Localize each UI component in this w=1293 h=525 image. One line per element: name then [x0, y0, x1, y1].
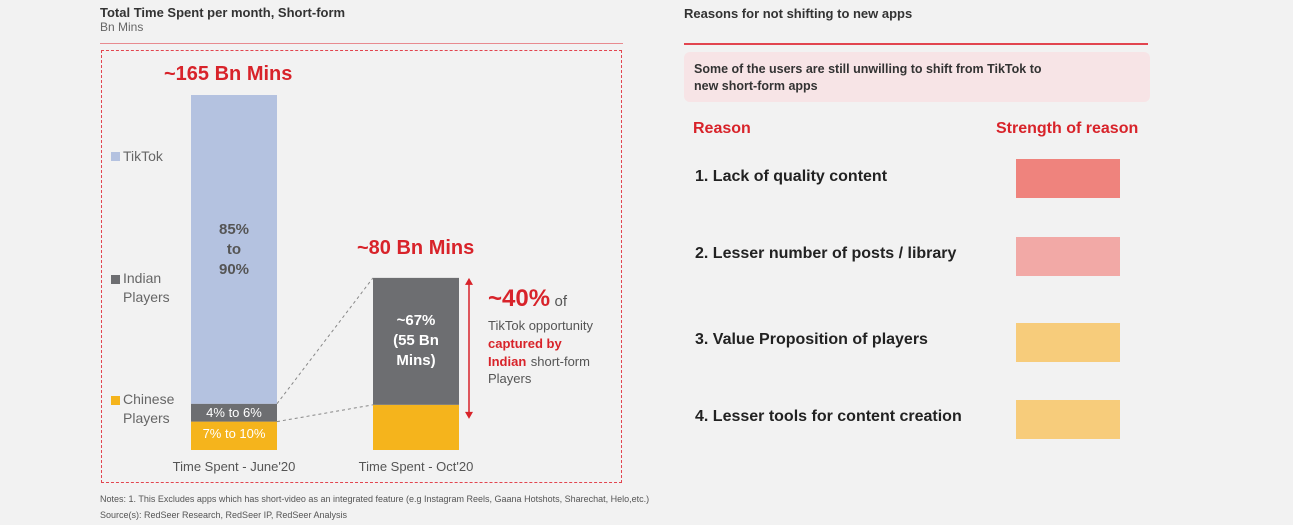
- segment-label-tiktok-june: 85% to 90%: [218, 221, 250, 278]
- legend-swatch-chinese: [111, 396, 120, 405]
- annotation-pct: ~40%: [488, 285, 551, 312]
- annotation-pct-line: ~40% of: [488, 285, 567, 313]
- bar-segment-tiktok-june: [191, 95, 277, 404]
- reasons-rule: [684, 43, 1148, 45]
- reason-label-2: 2. Lesser number of posts / library: [695, 245, 957, 262]
- annotation-of: of: [554, 293, 568, 310]
- annotation-line1: TikTok opportunity: [488, 318, 594, 333]
- chart-subtitle: Bn Mins: [100, 20, 144, 34]
- legend-label-tiktok: TikTok: [123, 148, 163, 164]
- bar-segment-chinese-june: [191, 421, 277, 450]
- title-rule: [100, 43, 623, 44]
- annotation-arrow-head-2: [465, 411, 473, 419]
- connector-line-1: [276, 277, 374, 405]
- segment-label-indian-oct: ~67% (55 Bn Mins): [393, 312, 439, 369]
- column-header-strength: Strength of reason: [996, 120, 1139, 137]
- x-tick-label-oct: Time Spent - Oct'20: [358, 459, 474, 474]
- annotation-red2: Indian: [488, 354, 527, 369]
- legend-swatch-tiktok: [111, 152, 120, 161]
- strength-swatch-2: [1016, 237, 1120, 276]
- total-label-oct: ~80 Bn Mins: [357, 237, 475, 259]
- segment-label-indian-june: 4% to 6%: [206, 405, 262, 420]
- strength-swatch-1: [1016, 159, 1120, 198]
- chart-title: Total Time Spent per month, Short-form: [100, 5, 346, 20]
- legend-label-chinese: Chinese Players: [123, 391, 175, 426]
- strength-swatch-4: [1016, 400, 1120, 439]
- reason-label-3: 3. Value Proposition of players: [695, 331, 928, 348]
- annotation-line3: Indian short-form: [488, 353, 590, 371]
- reason-label-4: 4. Lesser tools for content creation: [695, 408, 962, 425]
- connector-line-2: [276, 404, 374, 423]
- annotation-red1: captured by: [488, 336, 562, 351]
- reasons-title: Reasons for not shifting to new apps: [684, 6, 913, 21]
- legend-swatch-indian: [111, 275, 120, 284]
- segment-label-chinese-june: 7% to 10%: [202, 426, 266, 441]
- annotation-line4: Players: [488, 371, 532, 386]
- legend-label-indian: Indian Players: [123, 270, 170, 305]
- bar-segment-indian-june: [191, 403, 277, 422]
- strength-swatch-3: [1016, 323, 1120, 362]
- reasons-callout: Some of the users are still unwilling to…: [684, 52, 1150, 102]
- chart-frame: [101, 50, 622, 483]
- annotation-shortform: short-form: [530, 354, 590, 369]
- footnote: Notes: 1. This Excludes apps which has s…: [100, 494, 650, 504]
- reason-label-1: 1. Lack of quality content: [695, 168, 888, 185]
- source-note: Source(s): RedSeer Research, RedSeer IP,…: [100, 510, 347, 520]
- total-label-june: ~165 Bn Mins: [164, 63, 293, 85]
- annotation-arrow-head-1: [465, 277, 473, 285]
- bar-segment-indian-oct: [373, 277, 459, 405]
- x-tick-label-june: Time Spent - June'20: [172, 459, 296, 474]
- column-header-reason: Reason: [693, 120, 751, 137]
- bar-segment-chinese-oct: [373, 404, 459, 450]
